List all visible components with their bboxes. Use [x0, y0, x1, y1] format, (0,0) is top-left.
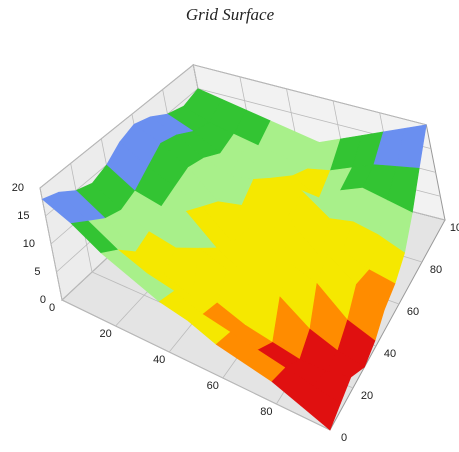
y-tick-label: 40	[384, 348, 396, 360]
x-tick-label: 80	[260, 406, 272, 418]
chart-title: Grid Surface	[186, 5, 275, 24]
grid-line	[39, 187, 63, 301]
x-tick-label: 0	[49, 302, 55, 314]
y-tick-label: 20	[361, 390, 373, 402]
z-tick-label: 20	[12, 182, 24, 194]
x-tick-label: 20	[99, 328, 111, 340]
y-tick-label: 0	[341, 432, 347, 444]
x-tick-label: 60	[207, 380, 219, 392]
grid-line	[193, 64, 427, 126]
z-tick-label: 5	[34, 266, 40, 278]
y-tick-label: 60	[407, 306, 419, 318]
grid-line	[39, 64, 194, 189]
y-tick-label: 80	[430, 264, 442, 276]
z-tick-label: 0	[40, 294, 46, 306]
x-tick-label: 40	[153, 354, 165, 366]
y-tick-label: 100	[450, 222, 459, 234]
z-tick-label: 10	[23, 238, 35, 250]
surface-patch	[300, 385, 341, 431]
grid-line	[61, 299, 331, 431]
z-tick-label: 15	[17, 210, 29, 222]
